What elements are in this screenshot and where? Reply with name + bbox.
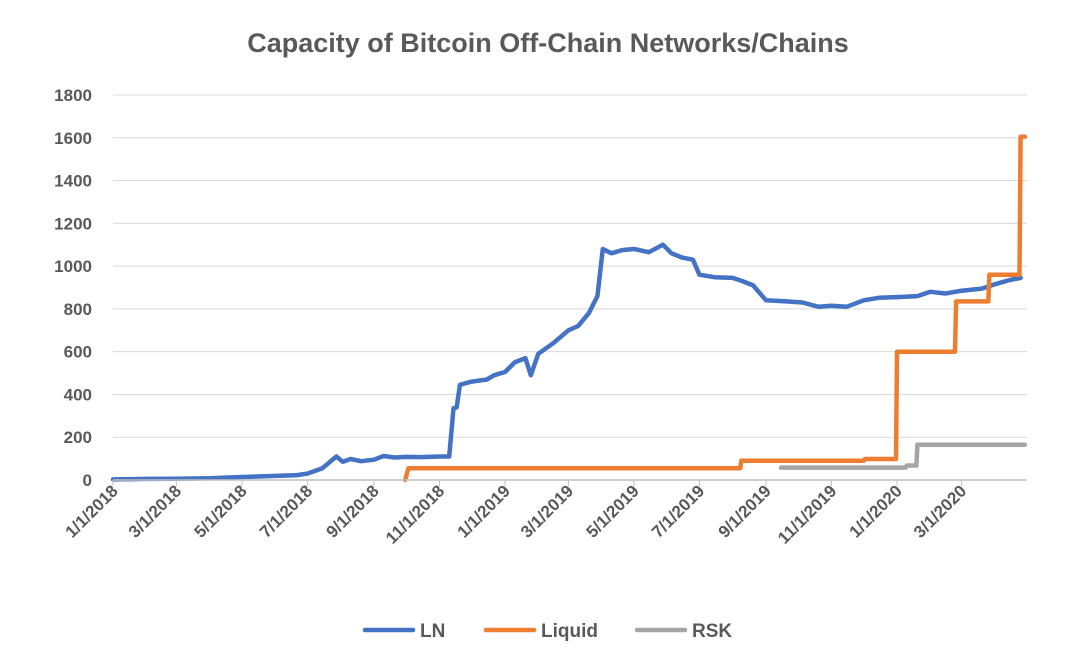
x-tick-label: 9/1/2019: [715, 481, 775, 541]
y-tick-label: 200: [64, 428, 92, 447]
y-tick-label: 400: [64, 385, 92, 404]
legend[interactable]: LN Liquid RSK: [362, 621, 732, 642]
y-tick-label: 1600: [54, 129, 92, 148]
x-tick-label: 3/1/2018: [125, 481, 185, 541]
legend-label-rsk[interactable]: RSK: [692, 621, 732, 642]
y-tick-label: 1800: [54, 86, 92, 105]
grid-layer: [113, 94, 1027, 438]
legend-label-liquid[interactable]: Liquid: [541, 621, 598, 642]
y-tick-label: 600: [64, 343, 92, 362]
y-tick-label: 1200: [54, 214, 92, 233]
series-line-ln: [110, 242, 1023, 482]
x-tick-label: 11/1/2019: [774, 481, 840, 547]
x-tick-label: 5/1/2019: [582, 481, 642, 541]
x-tick-label: 3/1/2020: [910, 481, 970, 541]
chart-title: Capacity of Bitcoin Off-Chain Networks/C…: [247, 28, 849, 58]
x-tick-label: 7/1/2018: [256, 481, 316, 541]
series-line-rsk: [778, 442, 1028, 470]
legend-label-ln[interactable]: LN: [420, 621, 445, 642]
x-tick-label: 9/1/2018: [323, 481, 383, 541]
series-line-liquid: [402, 134, 1028, 483]
x-tick-label: 1/1/2018: [62, 481, 122, 541]
y-tick-label: 1000: [54, 257, 92, 276]
x-tick-label: 1/1/2020: [846, 481, 906, 541]
x-tick-label: 11/1/2018: [382, 481, 448, 547]
x-tick-label: 1/1/2019: [454, 481, 514, 541]
series-layer: [110, 134, 1028, 483]
y-tick-label: 800: [64, 300, 92, 319]
x-tick-label: 3/1/2019: [517, 481, 577, 541]
y-tick-label: 0: [83, 471, 92, 490]
x-tick-label: 7/1/2019: [648, 481, 708, 541]
y-tick-label: 1400: [54, 172, 92, 191]
x-tick-label: 5/1/2018: [190, 481, 250, 541]
